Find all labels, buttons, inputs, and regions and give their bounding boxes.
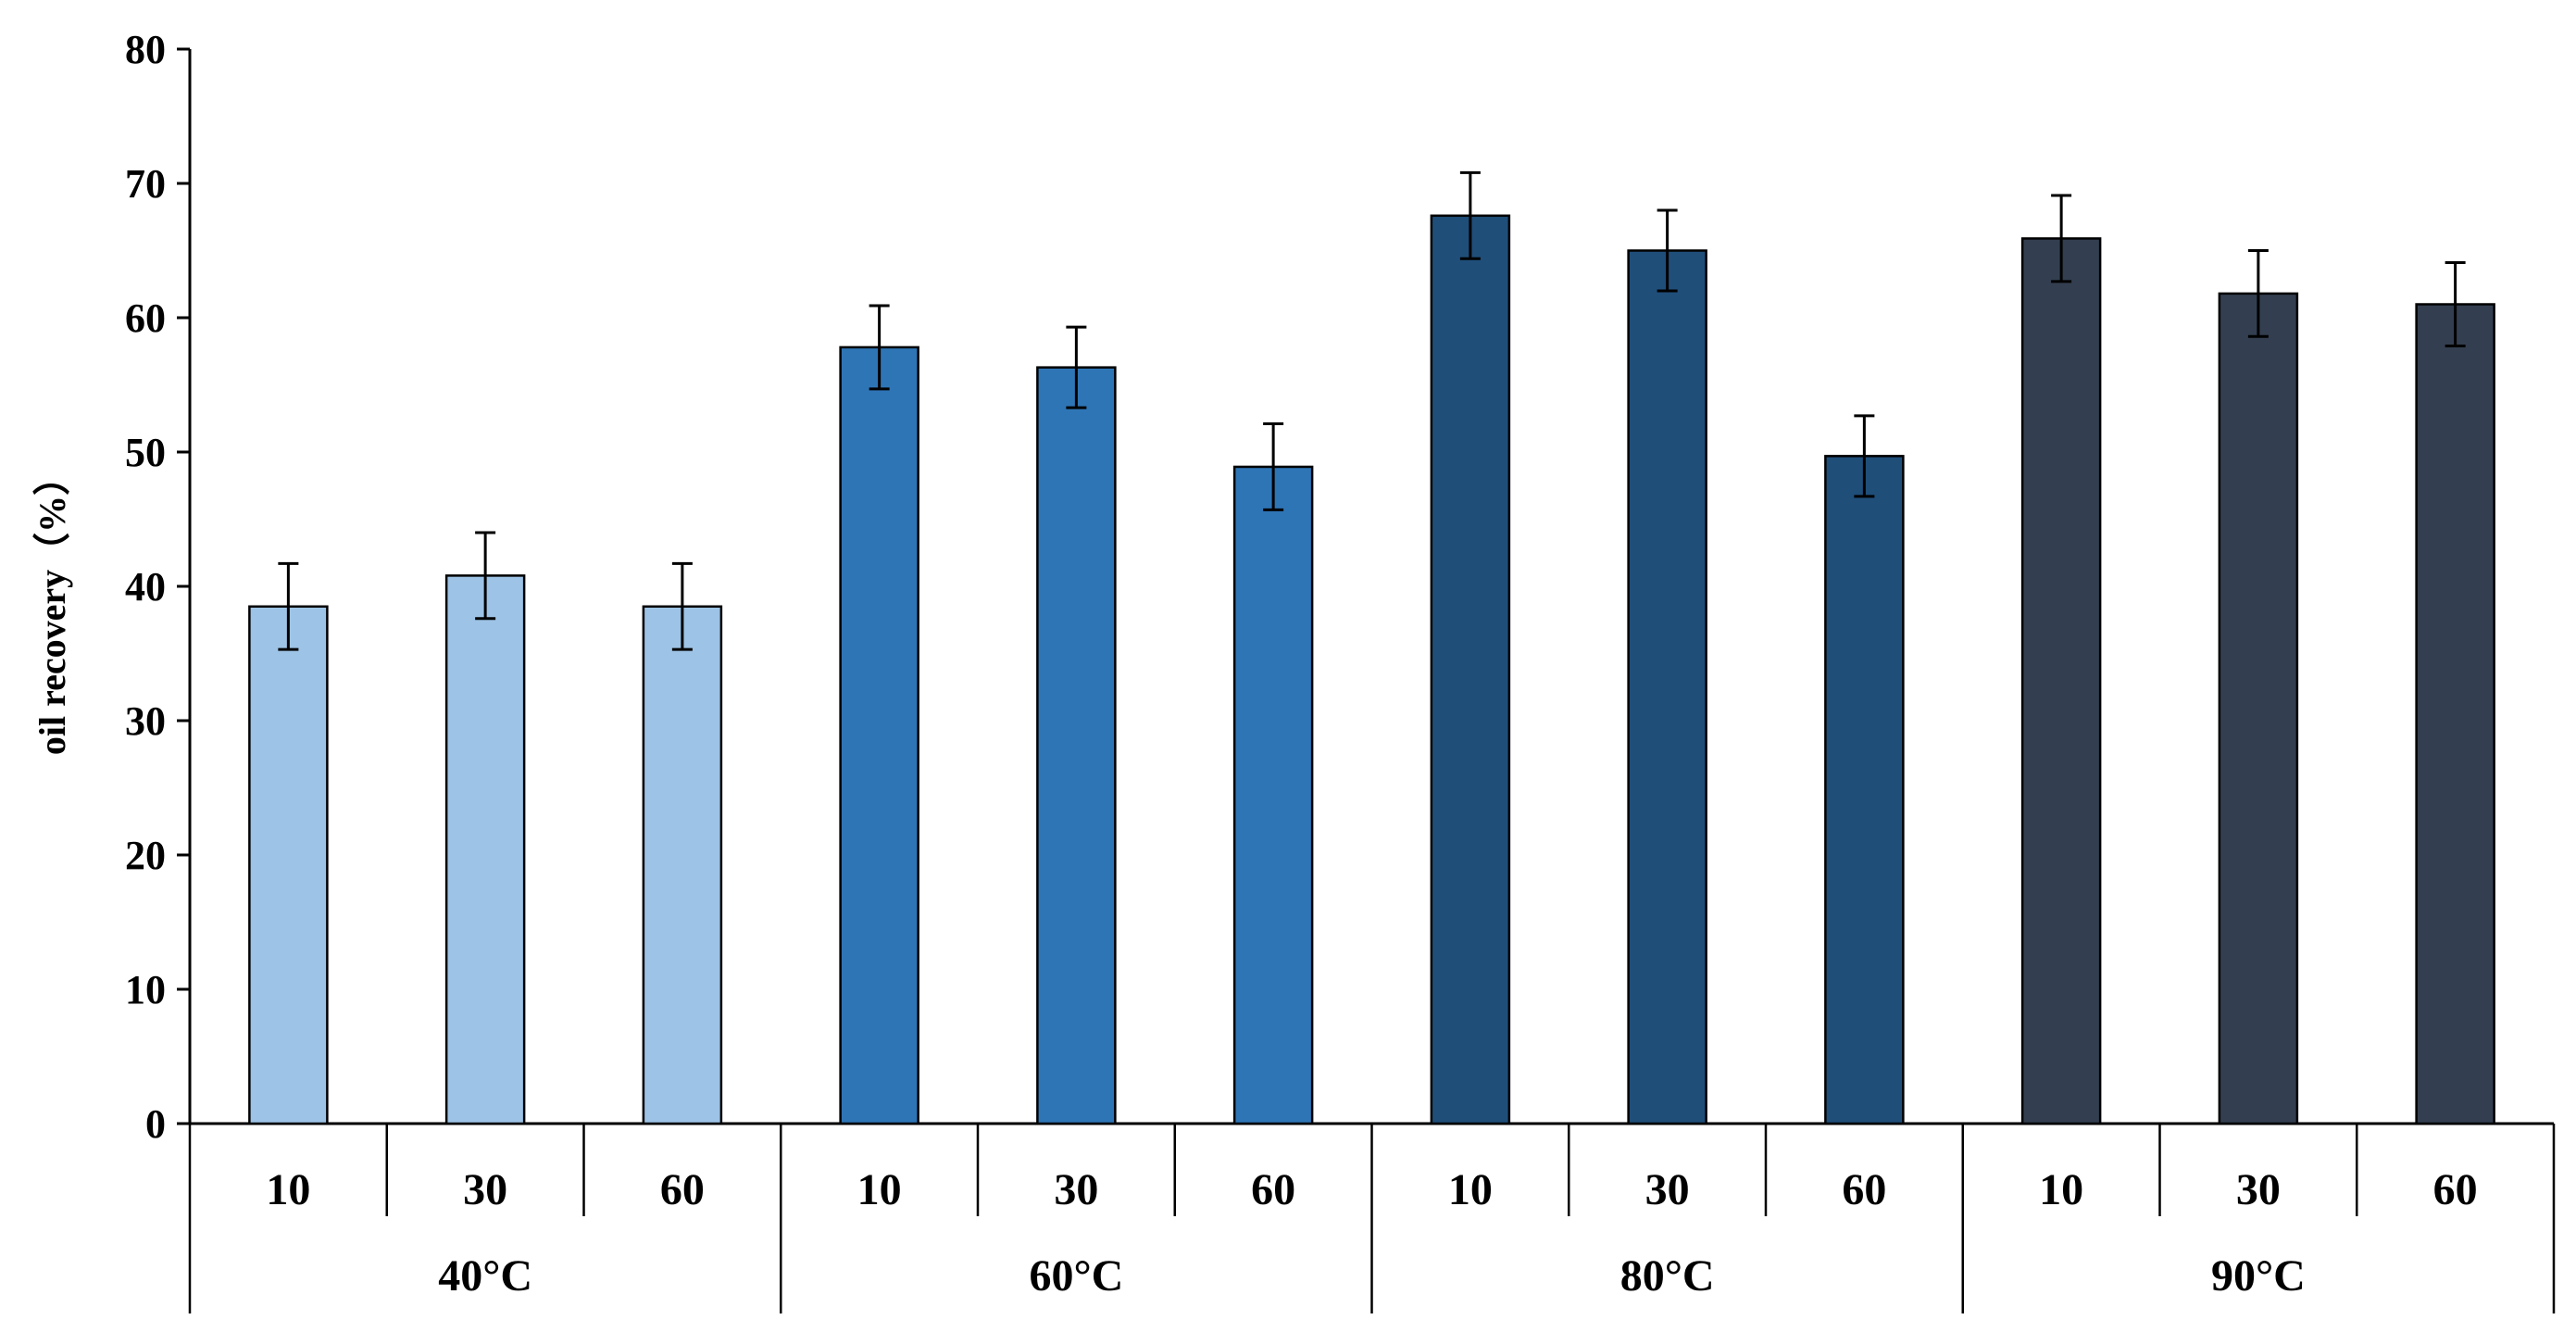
y-tick-label: 0: [145, 1101, 166, 1147]
x-category-label: 10: [857, 1165, 902, 1214]
y-tick-label: 50: [125, 430, 166, 475]
y-tick-label: 20: [125, 833, 166, 878]
x-category-label: 10: [266, 1165, 310, 1214]
x-group-label: 60°C: [1029, 1251, 1123, 1301]
bar: [444, 574, 526, 1125]
bar: [2415, 303, 2495, 1125]
bars: [248, 214, 2495, 1125]
x-group-label: 80°C: [1620, 1251, 1715, 1301]
bar: [839, 346, 919, 1125]
bar: [1036, 366, 1117, 1125]
x-category-label: 30: [1054, 1165, 1098, 1214]
error-bar: [1263, 422, 1284, 511]
x-category-label: 60: [2433, 1165, 2478, 1214]
error-bar: [869, 304, 890, 391]
bar: [1627, 249, 1707, 1125]
y-axis-label: oil recovery（%）: [31, 459, 73, 755]
error-bar: [1459, 170, 1481, 260]
y-tick-label: 60: [125, 295, 166, 341]
x-category-label: 10: [2039, 1165, 2083, 1214]
error-bar: [2051, 194, 2072, 283]
x-category-label: 60: [1842, 1165, 1886, 1214]
error-bar: [475, 531, 496, 621]
bar: [2218, 292, 2299, 1125]
bar: [1232, 465, 1314, 1125]
error-bar: [1657, 208, 1678, 293]
y-tick-label: 10: [125, 967, 166, 1012]
y-tick-label: 80: [125, 27, 166, 72]
y-axis-label-group: oil recovery（%）: [31, 459, 73, 755]
x-category-label: 30: [463, 1165, 507, 1214]
y-tick-label: 70: [125, 161, 166, 207]
error-bar: [2445, 261, 2466, 347]
error-bar: [1066, 325, 1087, 409]
bar: [2020, 237, 2102, 1125]
bar: [642, 605, 723, 1125]
bar: [1824, 455, 1905, 1125]
x-category-label: 30: [1645, 1165, 1690, 1214]
error-bars: [278, 170, 2466, 651]
bar: [1430, 214, 1511, 1125]
bar: [248, 605, 329, 1125]
x-category-label: 60: [1251, 1165, 1295, 1214]
x-category-label: 30: [2236, 1165, 2281, 1214]
x-group-label: 90°C: [2211, 1251, 2306, 1301]
error-bar: [1854, 414, 1875, 498]
x-category-labels: 10 30 60 10 30 60 10 30 60 10 30 60 40°C 60°C 80°C 90°C: [266, 1165, 2477, 1301]
y-tick-label: 40: [125, 564, 166, 609]
error-bar: [278, 561, 299, 651]
x-category-label: 10: [1448, 1165, 1493, 1214]
error-bar: [671, 561, 693, 651]
y-tick-label: 30: [125, 698, 166, 744]
axes: 0 10 20 30 40 50 60 70 80: [125, 27, 2556, 1313]
x-group-label: 40°C: [438, 1251, 532, 1301]
error-bar: [2247, 249, 2269, 338]
x-category-label: 60: [660, 1165, 705, 1214]
